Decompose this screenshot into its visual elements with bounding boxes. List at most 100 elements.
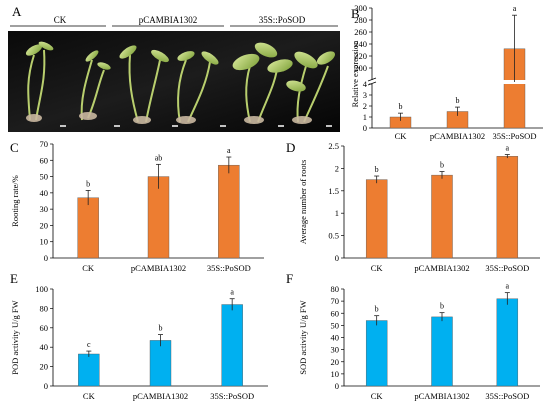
significance-label: a — [227, 146, 231, 155]
y-axis-label: Average number of roots — [298, 160, 308, 245]
panel-label: E — [10, 271, 18, 286]
y-tick-label: 0 — [335, 381, 339, 391]
axis-break-mark — [367, 77, 377, 82]
y-tick-label: 3 — [363, 90, 367, 100]
y-tick-label: 50 — [331, 320, 340, 330]
x-tick-label: 35S::PoSOD — [493, 131, 537, 141]
bar — [78, 353, 100, 387]
significance-label: ab — [155, 153, 163, 162]
bar — [365, 179, 388, 259]
significance-label: a — [513, 4, 517, 13]
photo-group-label: pCAMBIA1302 — [139, 15, 198, 25]
chart-panel-c: C 0 10 20 30 40 50 60 70 Rooting rate/% b CK ab pCAMB… — [10, 139, 264, 273]
y-axis-label: Rooting rate/% — [10, 175, 20, 227]
y-axis-label: Relative expression — [350, 40, 360, 108]
y-tick-label: 60 — [40, 323, 49, 333]
y-tick-label: 0 — [44, 253, 48, 263]
y-tick-label: 1 — [335, 208, 339, 218]
y-tick-label: 2 — [335, 163, 339, 173]
y-tick-label: 100 — [35, 284, 48, 294]
significance-label: a — [506, 282, 510, 291]
y-tick-label: 2 — [363, 101, 367, 111]
y-tick-label: 70 — [331, 296, 340, 306]
x-tick-label: pCAMBIA1302 — [414, 263, 469, 273]
y-tick-label: 60 — [331, 308, 340, 318]
y-tick-label: 30 — [331, 345, 340, 355]
panel-a: A CK pCAMBIA1302 35S::PoSOD — [8, 4, 340, 132]
significance-label: b — [399, 102, 403, 111]
bar — [149, 340, 172, 387]
y-tick-label: 300 — [354, 3, 367, 13]
x-tick-label: CK — [395, 131, 408, 141]
significance-label: b — [456, 96, 460, 105]
plant-photo — [8, 31, 340, 132]
y-tick-label: 20 — [40, 220, 49, 230]
panel-label: B — [351, 6, 360, 21]
panel-label-a: A — [12, 4, 22, 19]
photo-group-label: 35S::PoSOD — [259, 15, 306, 25]
chart-panel-f: F 0 10 20 30 40 50 60 70 80 SOD activity U/g FW b CK… — [286, 271, 540, 401]
bar — [496, 156, 519, 259]
y-tick-label: 70 — [40, 139, 49, 149]
y-axis-label: POD activity U/g FW — [10, 300, 20, 374]
significance-label: b — [375, 165, 379, 174]
significance-label: b — [86, 179, 90, 188]
y-tick-label: 1.5 — [328, 186, 339, 196]
bar — [221, 304, 243, 387]
x-tick-label: 35S::PoSOD — [207, 263, 251, 273]
y-tick-label: 0.5 — [328, 231, 339, 241]
y-tick-label: 0 — [44, 381, 48, 391]
axis-break-mark — [367, 81, 377, 86]
y-tick-label: 1 — [363, 112, 367, 122]
significance-label: b — [440, 161, 444, 170]
y-tick-label: 80 — [40, 303, 49, 313]
panel-label: D — [286, 140, 295, 155]
bar — [77, 197, 99, 259]
y-tick-label: 50 — [40, 172, 49, 182]
chart-panel-e: E 0 20 40 60 80 100 POD activity U/g FW c CK b pCAM… — [10, 271, 268, 401]
x-tick-label: pCAMBIA1302 — [414, 391, 469, 401]
y-tick-label: 10 — [40, 237, 49, 247]
x-tick-label: 35S::PoSOD — [485, 391, 529, 401]
bar — [431, 174, 453, 259]
y-tick-label: 20 — [40, 362, 49, 372]
y-axis-label: SOD activity U/g FW — [298, 300, 308, 374]
significance-label: a — [230, 288, 234, 297]
significance-label: b — [375, 305, 379, 314]
y-tick-label: 220 — [354, 51, 367, 61]
y-tick-label: 40 — [40, 342, 49, 352]
significance-label: c — [87, 340, 91, 349]
y-tick-label: 30 — [40, 204, 49, 214]
y-tick-label: 280 — [354, 15, 367, 25]
y-tick-label: 10 — [331, 369, 340, 379]
photo-group-label: CK — [54, 15, 67, 25]
y-tick-label: 20 — [331, 357, 340, 367]
y-tick-label: 4 — [363, 79, 368, 89]
y-tick-label: 0 — [363, 123, 367, 133]
y-tick-label: 240 — [354, 39, 367, 49]
x-tick-label: pCAMBIA1302 — [133, 391, 188, 401]
x-tick-label: pCAMBIA1302 — [430, 131, 485, 141]
bar — [431, 316, 453, 387]
y-tick-label: 2.5 — [328, 141, 339, 151]
bar — [365, 320, 388, 387]
panel-label: C — [10, 140, 19, 155]
x-tick-label: 35S::PoSOD — [485, 263, 529, 273]
x-tick-label: pCAMBIA1302 — [131, 263, 186, 273]
x-tick-label: CK — [371, 263, 384, 273]
x-tick-label: CK — [82, 263, 95, 273]
y-tick-label: 80 — [331, 284, 340, 294]
x-tick-label: CK — [371, 391, 384, 401]
y-tick-label: 260 — [354, 27, 367, 37]
y-tick-label: 40 — [331, 333, 340, 343]
significance-label: b — [159, 324, 163, 333]
bar — [218, 164, 240, 259]
y-tick-label: 60 — [40, 155, 49, 165]
y-tick-label: 40 — [40, 188, 49, 198]
y-tick-label: 0 — [335, 253, 339, 263]
significance-label: b — [440, 302, 444, 311]
significance-label: a — [506, 144, 510, 153]
x-tick-label: 35S::PoSOD — [210, 391, 254, 401]
